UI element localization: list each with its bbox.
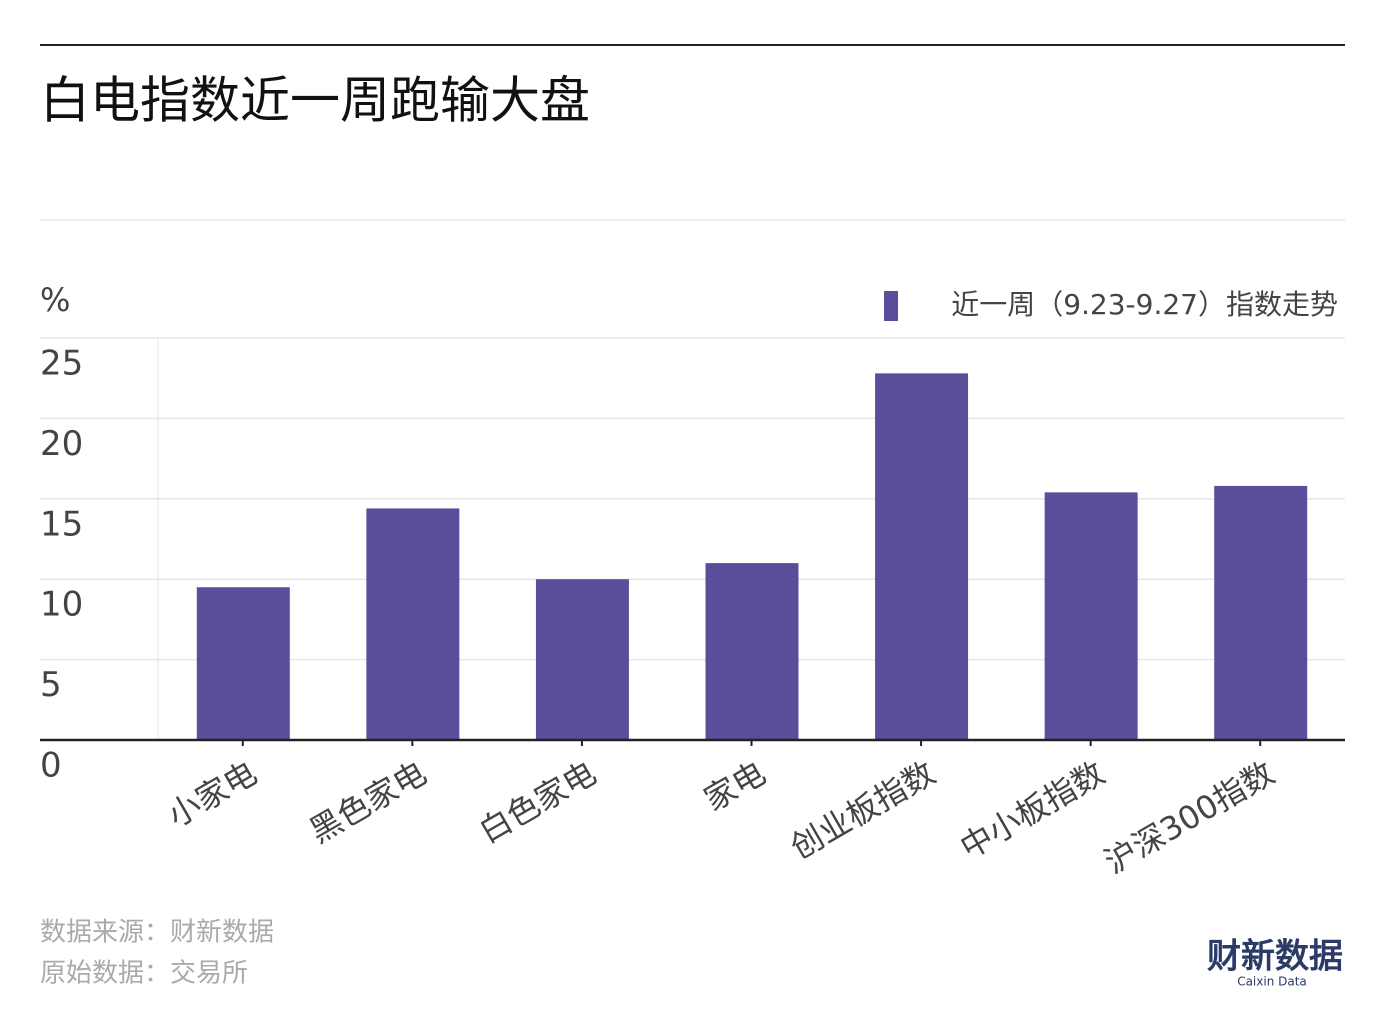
footnote: 数据来源：财新数据 bbox=[40, 918, 274, 948]
bar bbox=[875, 373, 969, 740]
logo: 财新数据 bbox=[1207, 937, 1343, 977]
bar bbox=[366, 508, 460, 740]
legend-swatch bbox=[884, 291, 898, 321]
x-tick-label: 黑色家电 bbox=[303, 754, 433, 851]
x-tick-label: 中小板指数 bbox=[954, 754, 1112, 867]
x-tick-label: 小家电 bbox=[161, 754, 263, 835]
bar bbox=[1044, 492, 1138, 740]
x-tick-label: 白色家电 bbox=[473, 754, 603, 851]
x-tick-label: 家电 bbox=[698, 754, 772, 819]
y-tick-label: 25 bbox=[40, 344, 83, 384]
bar bbox=[1214, 485, 1308, 740]
bar bbox=[535, 579, 629, 740]
footnote: 原始数据：交易所 bbox=[40, 959, 248, 989]
bar bbox=[196, 587, 290, 740]
logo-subtitle: Caixin Data bbox=[1237, 975, 1307, 989]
legend-label: 近一周（9.23-9.27）指数走势 bbox=[951, 288, 1338, 321]
y-tick-label: 15 bbox=[40, 504, 83, 544]
y-tick-label: 10 bbox=[40, 585, 83, 625]
chart-title: 白电指数近一周跑输大盘 bbox=[40, 72, 590, 130]
x-tick-label: 创业板指数 bbox=[784, 754, 942, 867]
y-tick-label: 20 bbox=[40, 424, 83, 464]
y-tick-label: 0 bbox=[40, 746, 62, 786]
bar bbox=[705, 563, 799, 740]
y-tick-label: 5 bbox=[40, 665, 62, 705]
x-tick-label: 沪深300指数 bbox=[1098, 754, 1281, 881]
y-axis-label: % bbox=[40, 281, 70, 319]
